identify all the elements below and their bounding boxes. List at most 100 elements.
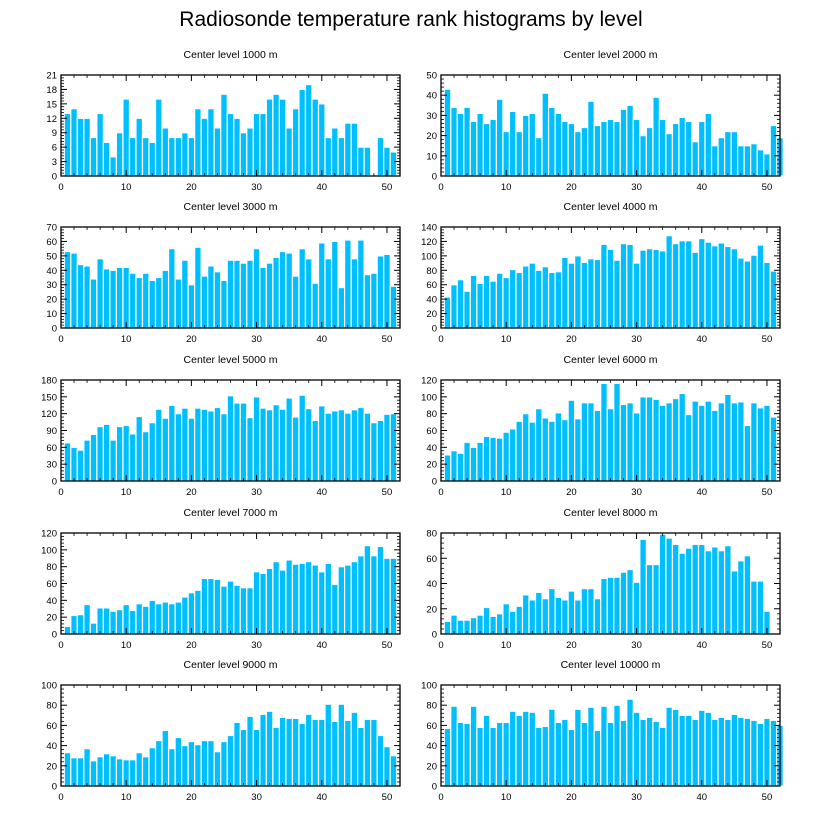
bar [730, 402, 739, 482]
bar [135, 603, 144, 635]
bar [528, 421, 537, 482]
bar [317, 405, 326, 482]
bar [265, 567, 274, 635]
bar [167, 404, 176, 482]
bar [443, 296, 452, 329]
y-tick-label: 70 [46, 223, 57, 234]
bar [370, 422, 378, 482]
bar [580, 402, 589, 482]
bar [207, 739, 215, 787]
x-tick-label: 40 [316, 792, 327, 803]
bar [613, 259, 621, 329]
bar [769, 719, 778, 787]
bar [547, 420, 556, 482]
y-tick-label: 120 [41, 409, 57, 420]
bar [665, 132, 674, 177]
bar [83, 117, 91, 177]
bar-series [443, 382, 778, 482]
bar [665, 402, 674, 482]
bar [181, 259, 189, 329]
x-tick-label: 40 [316, 487, 327, 498]
bar [239, 132, 248, 177]
bar [613, 576, 621, 635]
histogram-panel-1: Center level 1000 m 0 3 6 9 12 15 18 21 0 10 20 30 40… [46, 49, 401, 193]
bar [83, 603, 91, 635]
bar [272, 561, 281, 635]
bar [161, 127, 170, 177]
y-tick-label: 30 [46, 280, 57, 291]
bar [109, 755, 118, 787]
bar [717, 550, 726, 635]
y-tick-label: 60 [46, 237, 57, 248]
bar [324, 412, 333, 482]
bar [220, 585, 228, 635]
bar [298, 562, 307, 635]
x-tick-label: 40 [316, 334, 327, 345]
x-tick-label: 10 [501, 334, 512, 345]
y-tick-label: 120 [421, 376, 437, 387]
x-tick-label: 30 [631, 792, 642, 803]
bar [174, 601, 183, 635]
bar [469, 120, 478, 177]
x-tick-label: 20 [186, 640, 197, 651]
bar [515, 271, 524, 329]
bar [337, 703, 346, 787]
bar [207, 265, 215, 329]
bar [207, 410, 215, 482]
bar [291, 416, 300, 482]
bar [710, 409, 719, 482]
bar [252, 571, 261, 635]
bar [704, 550, 713, 635]
histogram-panel-10: Center level 10000 m 0 20 40 60 80 100 0 10 20 30 4… [421, 659, 784, 803]
bar [135, 752, 144, 787]
bar [561, 120, 569, 177]
bar [684, 547, 693, 635]
histogram-panel-3: Center level 3000 m 0 10 20 30 40 50 60 70 0 10 20 3… [46, 201, 401, 345]
histogram-panel-5: Center level 5000 m 0 30 60 90 120 150 180 0 10 20… [41, 354, 401, 498]
bar [587, 100, 595, 177]
y-tick-label: 0 [52, 630, 57, 641]
y-tick-label: 100 [421, 251, 437, 262]
y-tick-label: 20 [426, 761, 437, 772]
x-tick-label: 40 [696, 182, 707, 193]
bar [547, 106, 556, 177]
bar [450, 106, 458, 177]
bar [730, 248, 739, 329]
x-tick-label: 30 [251, 487, 262, 498]
bar [141, 272, 150, 329]
bar [678, 714, 687, 787]
bar [317, 571, 326, 635]
bar [613, 382, 621, 482]
bar [324, 703, 333, 787]
bar [291, 275, 300, 329]
bar [534, 408, 543, 482]
bar [213, 127, 222, 177]
bar [278, 98, 287, 177]
bar [181, 407, 189, 482]
bar [652, 563, 661, 635]
panel-title: Center level 6000 m [564, 354, 658, 366]
bar [220, 279, 228, 329]
bar [291, 717, 300, 787]
bar [370, 272, 378, 329]
bar [730, 130, 739, 177]
bar [304, 713, 313, 787]
y-tick-label: 12 [46, 114, 57, 125]
bar [515, 420, 524, 482]
bar [246, 259, 254, 329]
bar [370, 718, 378, 787]
panel-title: Center level 3000 m [184, 201, 278, 213]
x-tick-label: 20 [566, 640, 577, 651]
bar [207, 577, 215, 635]
bar [148, 279, 157, 329]
bar [561, 256, 569, 329]
panel-title: Center level 7000 m [184, 507, 278, 519]
bar [671, 543, 680, 635]
bar [102, 607, 111, 635]
bar [363, 146, 372, 177]
bar [658, 404, 667, 482]
y-tick-label: 60 [46, 721, 57, 732]
bar [76, 117, 85, 177]
bar [343, 412, 352, 482]
bar [489, 436, 498, 482]
